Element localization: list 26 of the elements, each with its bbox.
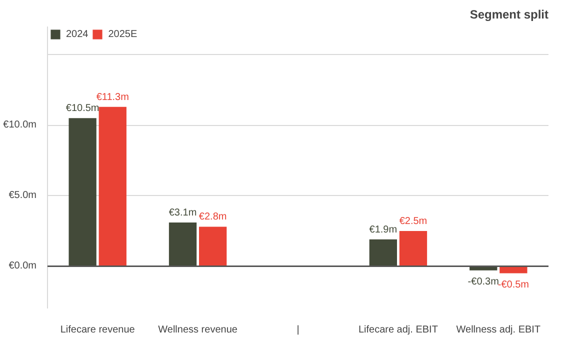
bar bbox=[399, 230, 428, 266]
x-tick-label: Lifecare adj. EBIT bbox=[358, 324, 438, 336]
x-tick-label: Wellness adj. EBIT bbox=[456, 324, 541, 336]
y-tick-label: €5.0m bbox=[8, 190, 37, 202]
data-label: €2.5m bbox=[399, 216, 428, 227]
chart-title: Segment split bbox=[470, 8, 549, 22]
data-label: €3.1m bbox=[168, 207, 197, 218]
bar bbox=[98, 106, 126, 266]
data-label: €11.3m bbox=[96, 92, 129, 103]
data-label: €1.9m bbox=[369, 224, 398, 236]
data-label: €10.5m bbox=[66, 103, 100, 114]
x-tick-label: Lifecare revenue bbox=[60, 324, 136, 336]
bar bbox=[500, 266, 528, 274]
bar bbox=[369, 239, 397, 266]
data-label: -€0.5m bbox=[498, 279, 529, 290]
data-label: -€0.3m bbox=[468, 276, 499, 288]
legend-label: 2025E bbox=[108, 28, 138, 40]
bar bbox=[68, 118, 96, 266]
bar bbox=[199, 226, 227, 266]
legend-label: 2024 bbox=[66, 28, 88, 40]
x-tick-label: | bbox=[296, 324, 300, 336]
data-label: €2.8m bbox=[198, 212, 227, 223]
x-tick-label: Wellness revenue bbox=[158, 324, 238, 336]
y-tick-label: €10.0m bbox=[3, 120, 37, 131]
bar bbox=[168, 222, 197, 266]
y-tick-label: €0.0m bbox=[8, 260, 37, 272]
